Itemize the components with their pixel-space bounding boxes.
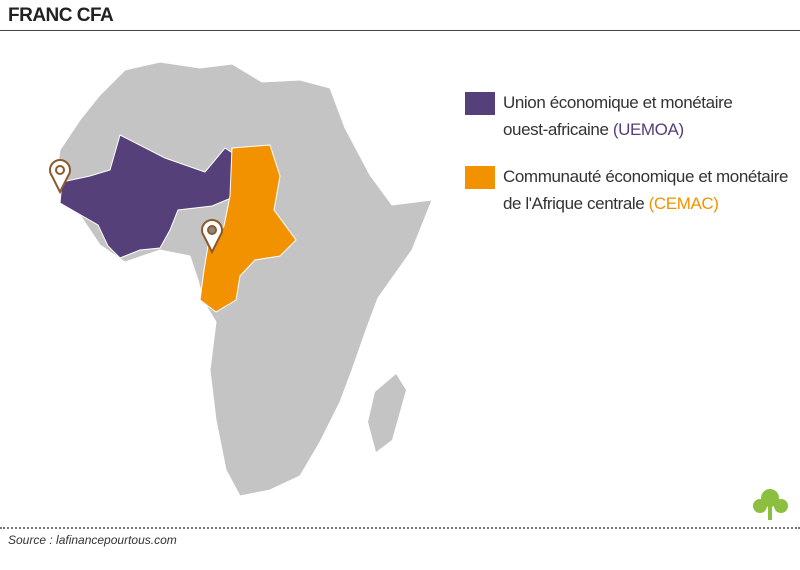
logo (753, 489, 788, 520)
legend-line: ouest-africaine (503, 120, 609, 139)
legend-swatch (465, 166, 495, 189)
madagascar (368, 374, 406, 452)
footer-rule (0, 527, 800, 529)
legend-text: Union économique et monétaire ouest-afri… (503, 89, 733, 143)
pin (201, 219, 223, 255)
legend-line: Communauté économique et monétaire (503, 167, 789, 186)
legend-swatch (465, 92, 495, 115)
legend-line: de l'Afrique centrale (503, 194, 645, 213)
source: Source : lafinancepourtous.com (8, 533, 177, 547)
legend-abbr: (CEMAC) (648, 194, 719, 213)
legend-abbr: (UEMOA) (612, 120, 684, 139)
title-rule (0, 30, 800, 31)
map (49, 61, 788, 520)
legend-line: Union économique et monétaire (503, 93, 733, 112)
legend-text: Communauté économique et monétaire de l'… (503, 163, 788, 217)
title: FRANC CFA (8, 5, 114, 26)
pin (49, 159, 71, 195)
